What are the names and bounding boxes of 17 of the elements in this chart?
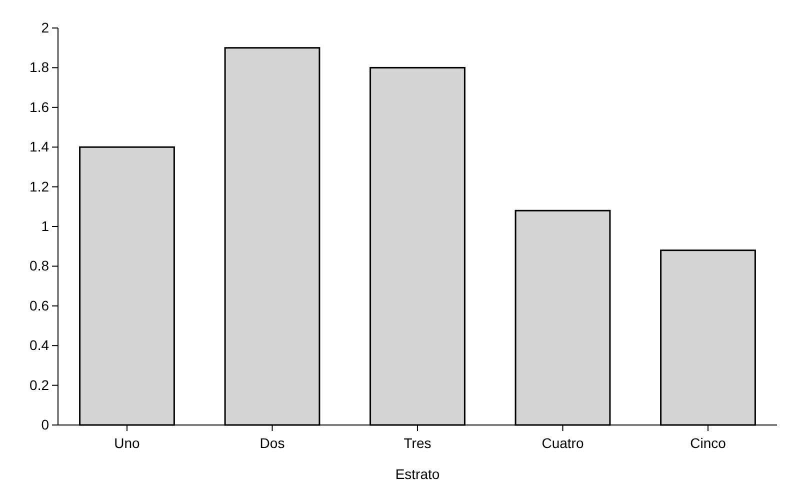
y-tick-label: 2 <box>41 19 50 36</box>
y-tick-label: 1.4 <box>30 138 50 155</box>
y-tick-label: 0.4 <box>30 337 50 354</box>
x-axis-title: Estrato <box>395 466 440 482</box>
x-tick-label: Cinco <box>690 435 726 451</box>
y-tick-label: 0.8 <box>30 258 50 274</box>
y-tick-label: 1.2 <box>30 178 50 194</box>
y-tick-label: 0 <box>41 416 50 432</box>
x-tick-label: Cuatro <box>542 435 584 451</box>
y-tick-label: 0.6 <box>30 297 50 314</box>
y-tick-label: 0.2 <box>30 376 50 393</box>
y-tick-label: 1.8 <box>30 59 50 76</box>
y-tick-label: 1.6 <box>30 98 50 115</box>
y-tick-label: 1 <box>41 218 50 234</box>
x-tick-label: Tres <box>404 435 432 451</box>
x-tick-label: Uno <box>114 435 140 451</box>
x-tick-label: Dos <box>260 435 285 451</box>
